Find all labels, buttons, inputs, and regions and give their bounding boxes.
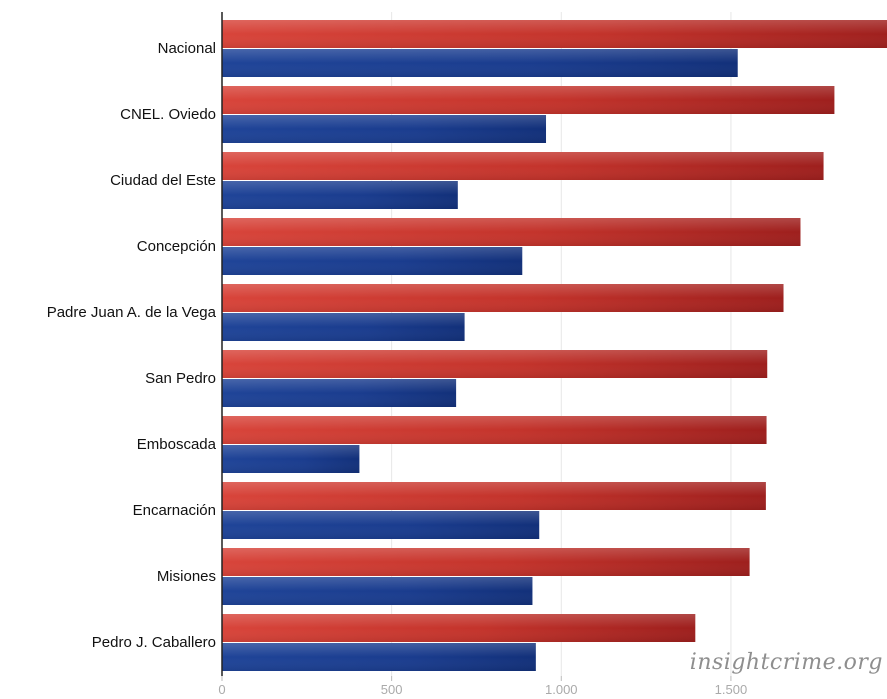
- bar-shine-0-2: [222, 152, 824, 180]
- x-tick-label-3: 1.500: [715, 682, 748, 697]
- bar-shine-1-4: [222, 313, 465, 341]
- bar-shine-0-4: [222, 284, 784, 312]
- bar-shine-0-5: [222, 350, 768, 378]
- category-label-4: Padre Juan A. de la Vega: [47, 304, 217, 321]
- category-label-7: Encarnación: [133, 502, 216, 519]
- bar-shine-1-2: [222, 181, 458, 209]
- x-tick-label-0: 0: [218, 682, 225, 697]
- bar-shine-0-1: [222, 86, 835, 114]
- bar-shine-0-7: [222, 482, 766, 510]
- bar-shine-1-1: [222, 115, 547, 143]
- category-label-3: Concepción: [137, 238, 216, 255]
- category-label-2: Ciudad del Este: [110, 172, 216, 189]
- bar-shine-0-8: [222, 548, 750, 576]
- category-label-5: San Pedro: [145, 370, 216, 387]
- bar-shine-0-6: [222, 416, 767, 444]
- bar-shine-1-7: [222, 511, 540, 539]
- category-label-0: Nacional: [158, 40, 216, 57]
- bar-shine-1-3: [222, 247, 523, 275]
- x-tick-label-1: 500: [381, 682, 403, 697]
- bar-shine-1-8: [222, 577, 533, 605]
- category-label-6: Emboscada: [137, 436, 217, 453]
- bar-shine-1-5: [222, 379, 457, 407]
- watermark-text: insightcrime.org: [689, 650, 883, 675]
- x-tick-label-2: 1.000: [545, 682, 578, 697]
- bar-shine-1-0: [222, 49, 738, 77]
- category-label-8: Misiones: [157, 568, 216, 585]
- bar-shine-1-9: [222, 643, 536, 671]
- bar-shine-0-0: [222, 20, 887, 48]
- bar-shine-0-9: [222, 614, 696, 642]
- category-label-9: Pedro J. Caballero: [92, 634, 216, 651]
- bar-shine-0-3: [222, 218, 801, 246]
- bar-shine-1-6: [222, 445, 360, 473]
- category-labels: Nacional CNEL. Oviedo Ciudad del Este Conce…: [47, 40, 217, 651]
- x-axis-ticks: 0 500 1.000 1.500: [218, 676, 747, 697]
- category-label-1: CNEL. Oviedo: [120, 106, 216, 123]
- bars: [222, 20, 887, 671]
